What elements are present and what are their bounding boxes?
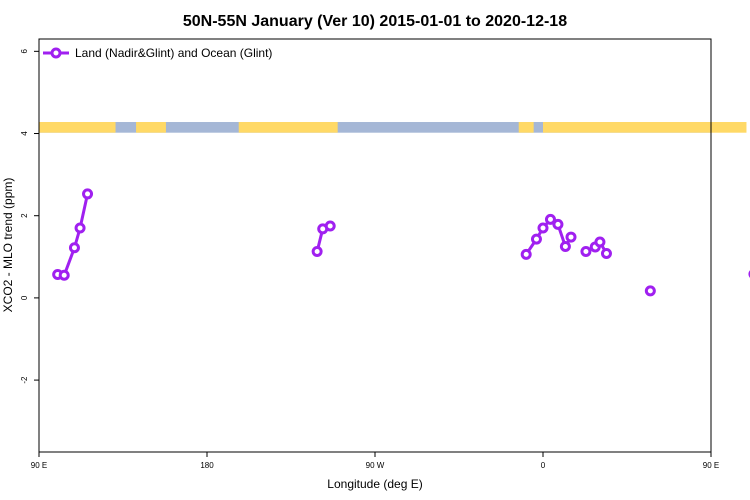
data-point [644, 285, 656, 297]
data-point [552, 218, 564, 230]
legend-label: Land (Nadir&Glint) and Ocean (Glint) [75, 46, 272, 60]
x-tick-label: 90 E [703, 461, 719, 470]
x-tick-label: 0 [541, 461, 546, 470]
x-tick-label: 90 W [366, 461, 385, 470]
y-tick-label: 6 [20, 49, 29, 54]
data-point [311, 245, 323, 257]
data-point [600, 248, 612, 260]
data-point [68, 242, 80, 254]
x-tick-label: 90 E [31, 461, 47, 470]
land-segment [518, 122, 534, 133]
y-tick-label: 0 [20, 295, 29, 300]
series-line [57, 193, 89, 277]
data-point [580, 245, 592, 257]
ocean-band [39, 122, 711, 133]
y-axis-label: XCO2 - MLO trend (ppm) [1, 178, 15, 313]
x-axis-label: Longitude (deg E) [327, 477, 422, 491]
y-axis: -2 0 2 4 6 [20, 49, 39, 384]
data-point [58, 269, 70, 281]
data-point [520, 248, 532, 260]
data-point [559, 241, 571, 253]
land-segment [39, 122, 116, 133]
y-tick-label: 2 [20, 213, 29, 218]
data-point [530, 233, 542, 245]
x-tick-label: 180 [200, 461, 214, 470]
land-segment [543, 122, 747, 133]
data-point [537, 222, 549, 234]
land-ocean-band [39, 122, 747, 133]
data-point [82, 188, 94, 200]
y-tick-label: -2 [20, 376, 29, 384]
plot-frame [38, 38, 712, 453]
land-segment [238, 122, 338, 133]
x-axis: 90 E 180 90 W 0 90 E [31, 452, 719, 470]
chart-title: 50N-55N January (Ver 10) 2015-01-01 to 2… [183, 13, 567, 30]
data-point [544, 213, 556, 225]
data-point [565, 231, 577, 243]
data-point [74, 222, 86, 234]
legend-marker [50, 47, 62, 59]
data-point [324, 220, 336, 232]
data-point [594, 236, 606, 248]
legend: Land (Nadir&Glint) and Ocean (Glint) [43, 46, 272, 60]
y-tick-label: 4 [20, 131, 29, 136]
land-segment [136, 122, 166, 133]
series-group [52, 188, 750, 297]
